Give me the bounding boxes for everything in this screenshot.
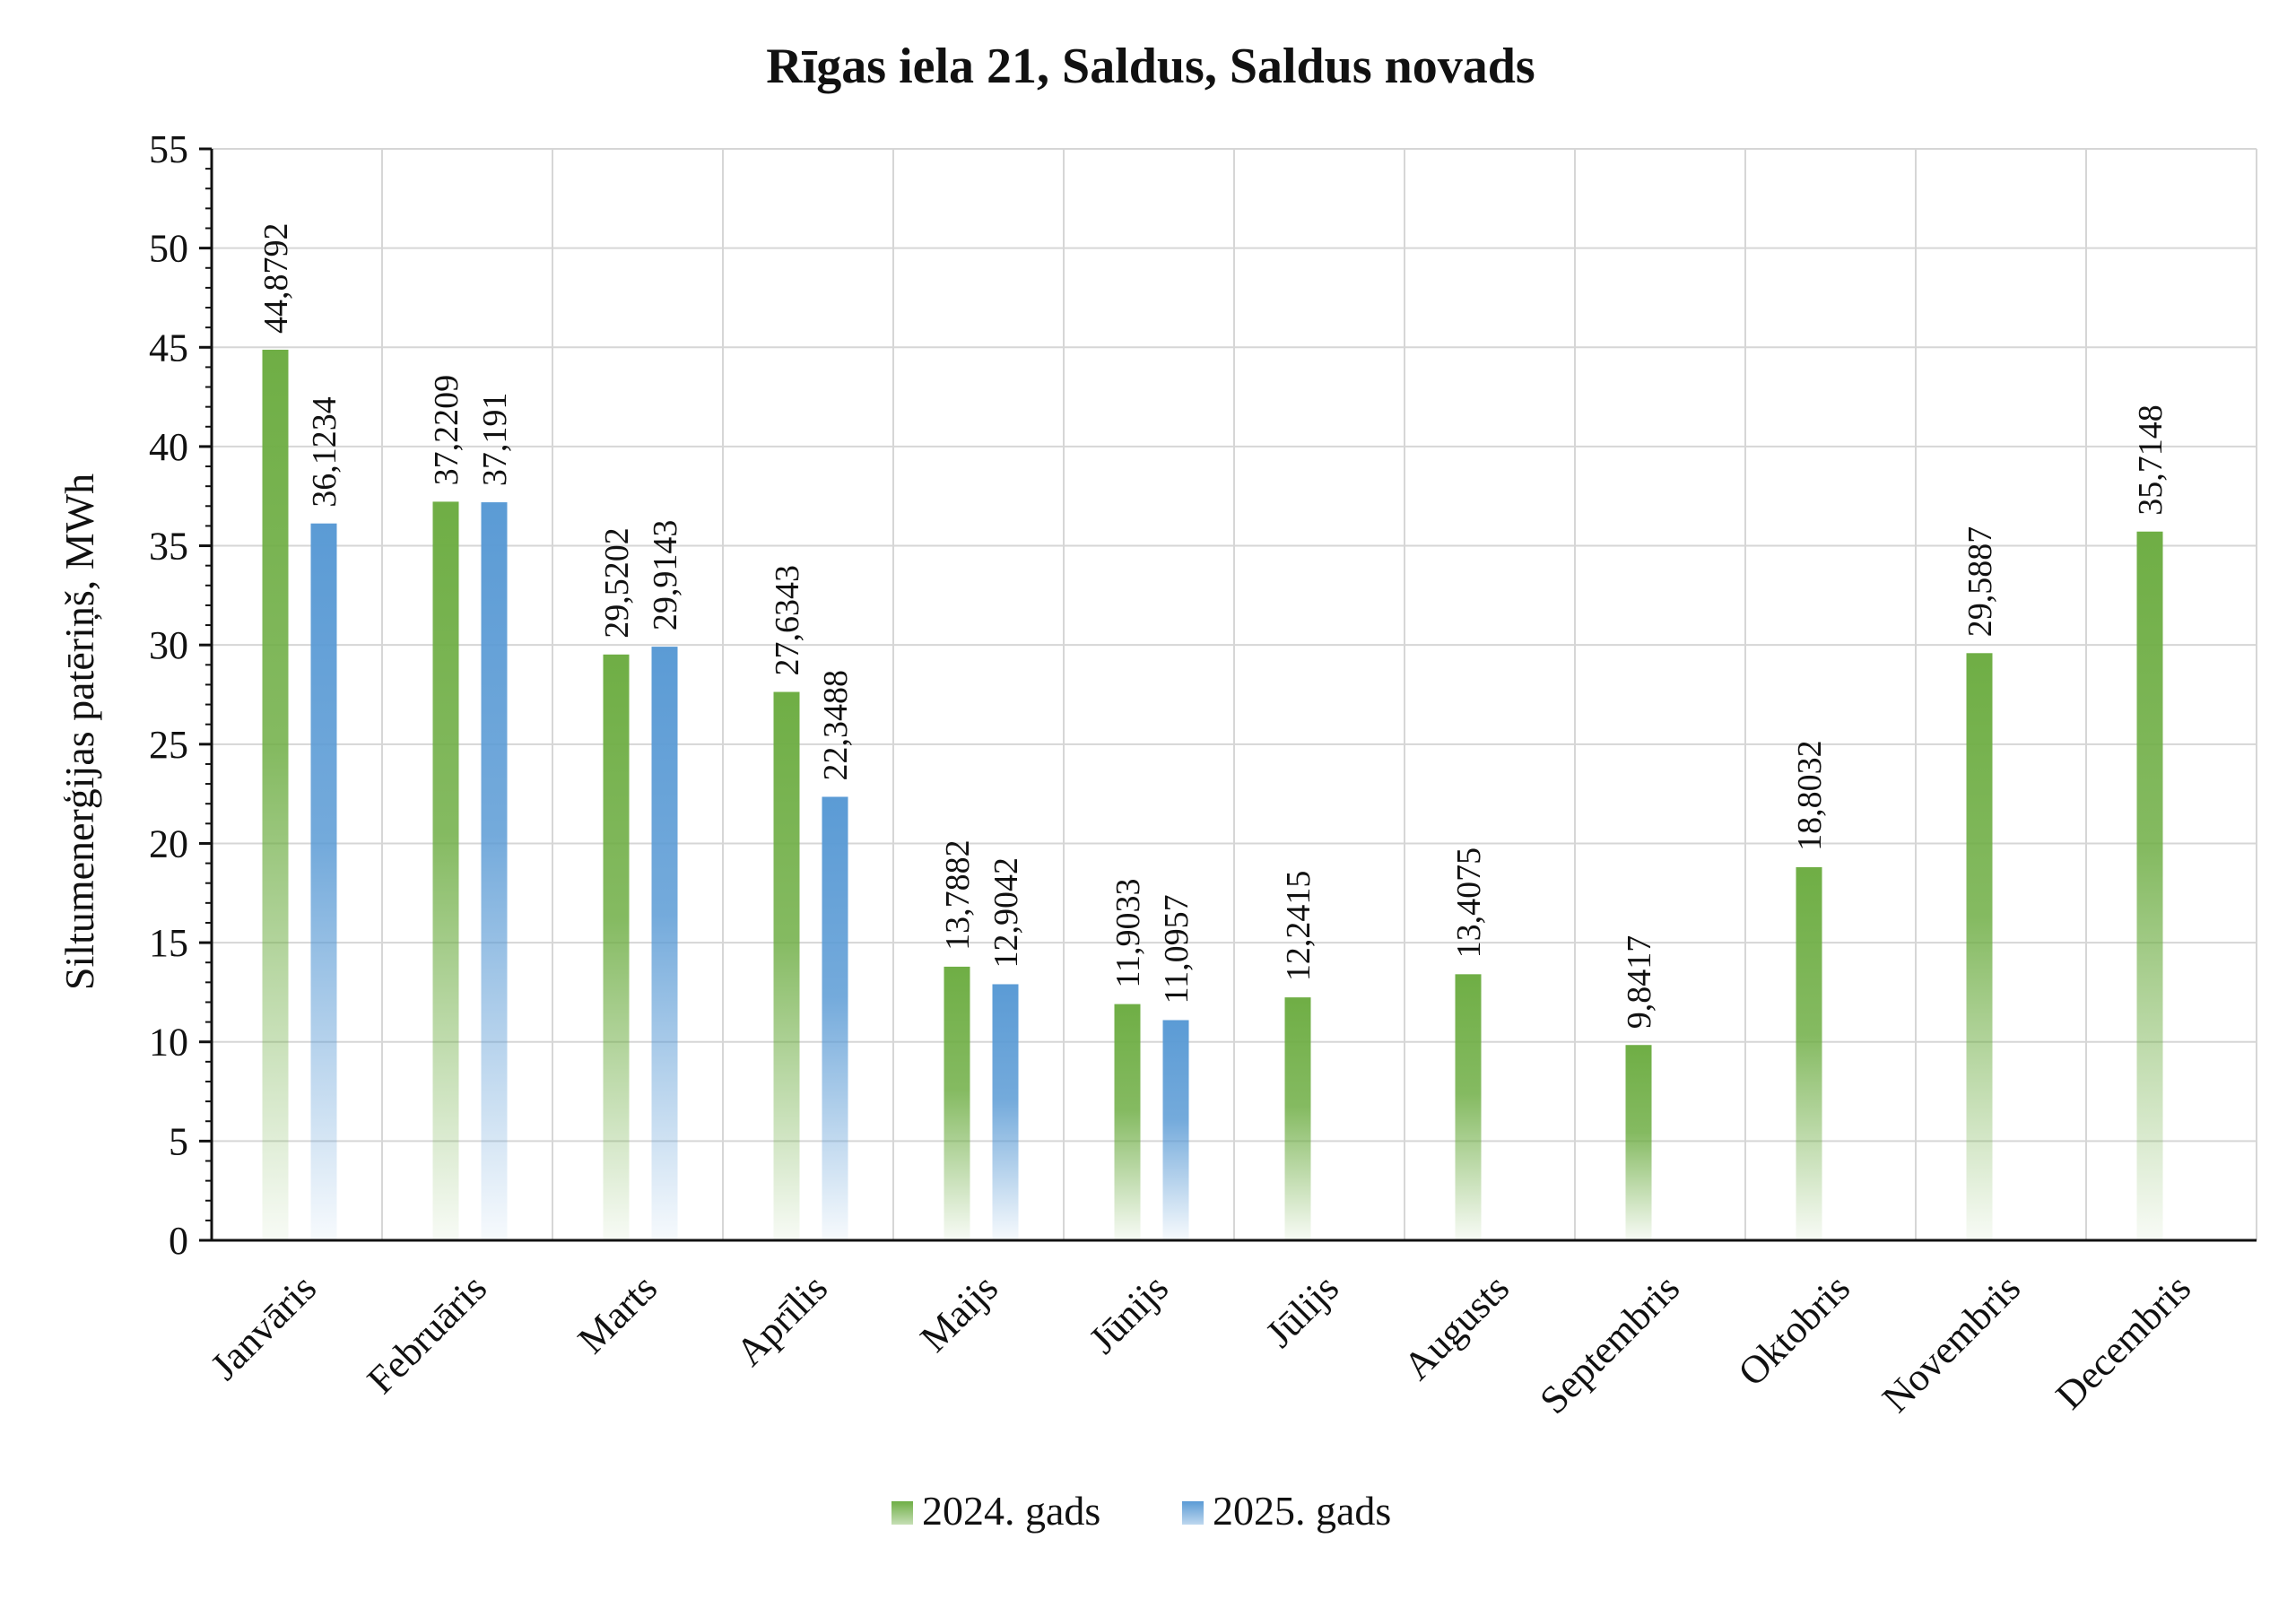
- bar-2024-11: [2136, 531, 2163, 1240]
- legend-item-2025: 2025. gads: [1182, 1488, 1391, 1534]
- data-label: 37,2209: [428, 375, 465, 486]
- x-tick-label: Novembris: [1874, 1265, 2029, 1421]
- data-label: 44,8792: [257, 222, 295, 334]
- bar-2024-9: [1796, 866, 1822, 1240]
- data-label: 37,191: [476, 393, 514, 487]
- y-tick-label: 45: [149, 326, 188, 369]
- grid-layer: [212, 148, 2257, 1241]
- bar-2025-5: [1162, 1020, 1189, 1240]
- x-tick-label: Aprīlis: [727, 1265, 836, 1374]
- chart-title: Rīgas iela 21, Saldus, Saldus novads: [766, 39, 1535, 94]
- y-axis-title: Siltumenerģijas patēriņš, MWh: [57, 474, 102, 990]
- bar-2025-2: [651, 647, 678, 1240]
- data-label: 12,2415: [1280, 871, 1318, 982]
- bar-2024-10: [1966, 653, 1993, 1240]
- data-label: 29,5202: [598, 527, 636, 639]
- y-tick-label: 55: [149, 127, 188, 171]
- bar-2024-4: [944, 966, 970, 1240]
- data-label: 35,7148: [2132, 404, 2170, 516]
- bar-2024-0: [262, 349, 289, 1241]
- axes-layer: 0 5 10 15 20 25 30 35 40 45 50 55 Janvāris Februāris M…: [149, 127, 2257, 1422]
- y-tick-label: 35: [149, 525, 188, 569]
- bar-2025-3: [822, 796, 848, 1240]
- bar-2024-5: [1114, 1004, 1141, 1240]
- x-tick-label: Augusts: [1395, 1265, 1518, 1388]
- legend-item-2024: 2024. gads: [891, 1488, 1100, 1534]
- x-tick-label: Decembris: [2048, 1265, 2199, 1417]
- legend-label: 2024. gads: [922, 1488, 1100, 1534]
- x-tick-label: Janvāris: [202, 1265, 325, 1388]
- y-tick-label: 50: [149, 227, 188, 271]
- bar-2024-1: [432, 501, 459, 1240]
- y-tick-label: 5: [169, 1119, 188, 1163]
- x-tick-label: Septembris: [1531, 1265, 1688, 1422]
- data-label: 22,3488: [817, 670, 855, 781]
- legend-swatch: [1182, 1501, 1204, 1525]
- data-label: 13,4075: [1450, 847, 1488, 959]
- bars-layer: [262, 349, 2163, 1241]
- legend-label: 2025. gads: [1213, 1488, 1391, 1534]
- bar-2025-1: [481, 502, 508, 1240]
- y-tick-label: 30: [149, 623, 188, 667]
- bar-2024-8: [1625, 1045, 1652, 1240]
- bar-2025-4: [992, 984, 1019, 1240]
- data-label: 13,7882: [939, 839, 977, 951]
- x-tick-label: Marts: [570, 1265, 665, 1361]
- bar-2024-2: [603, 654, 630, 1240]
- y-tick-label: 25: [149, 723, 188, 767]
- data-label: 18,8032: [1791, 740, 1829, 851]
- x-tick-label: Maijs: [912, 1265, 1007, 1360]
- data-label: 29,5887: [1961, 526, 1999, 638]
- labels-layer: 44,8792 37,2209 29,5202 27,6343 13,7882 11,90…: [257, 222, 2170, 1029]
- legend-swatch: [891, 1501, 913, 1525]
- data-label: 29,9143: [647, 520, 684, 631]
- data-label: 9,8417: [1621, 935, 1658, 1030]
- x-tick-label: Jūnijs: [1081, 1265, 1177, 1361]
- y-tick-label: 10: [149, 1021, 188, 1065]
- data-label: 27,6343: [769, 565, 806, 676]
- y-tick-label: 15: [149, 921, 188, 965]
- bar-2024-6: [1284, 997, 1311, 1240]
- bar-2024-7: [1455, 974, 1482, 1240]
- y-tick-label: 0: [169, 1219, 188, 1263]
- data-label: 11,0957: [1158, 894, 1196, 1004]
- data-label: 36,1234: [306, 396, 344, 508]
- bar-2025-0: [310, 523, 337, 1240]
- x-tick-label: Jūlijs: [1257, 1265, 1347, 1355]
- x-tick-label: Oktobris: [1730, 1265, 1859, 1395]
- bar-2024-3: [773, 691, 800, 1240]
- data-label: 11,9033: [1109, 879, 1147, 988]
- data-label: 12,9042: [987, 857, 1025, 969]
- y-tick-label: 20: [149, 821, 188, 865]
- y-tick-label: 40: [149, 425, 188, 469]
- x-tick-label: Februāris: [359, 1265, 495, 1402]
- legend: 2024. gads 2025. gads: [891, 1488, 1391, 1534]
